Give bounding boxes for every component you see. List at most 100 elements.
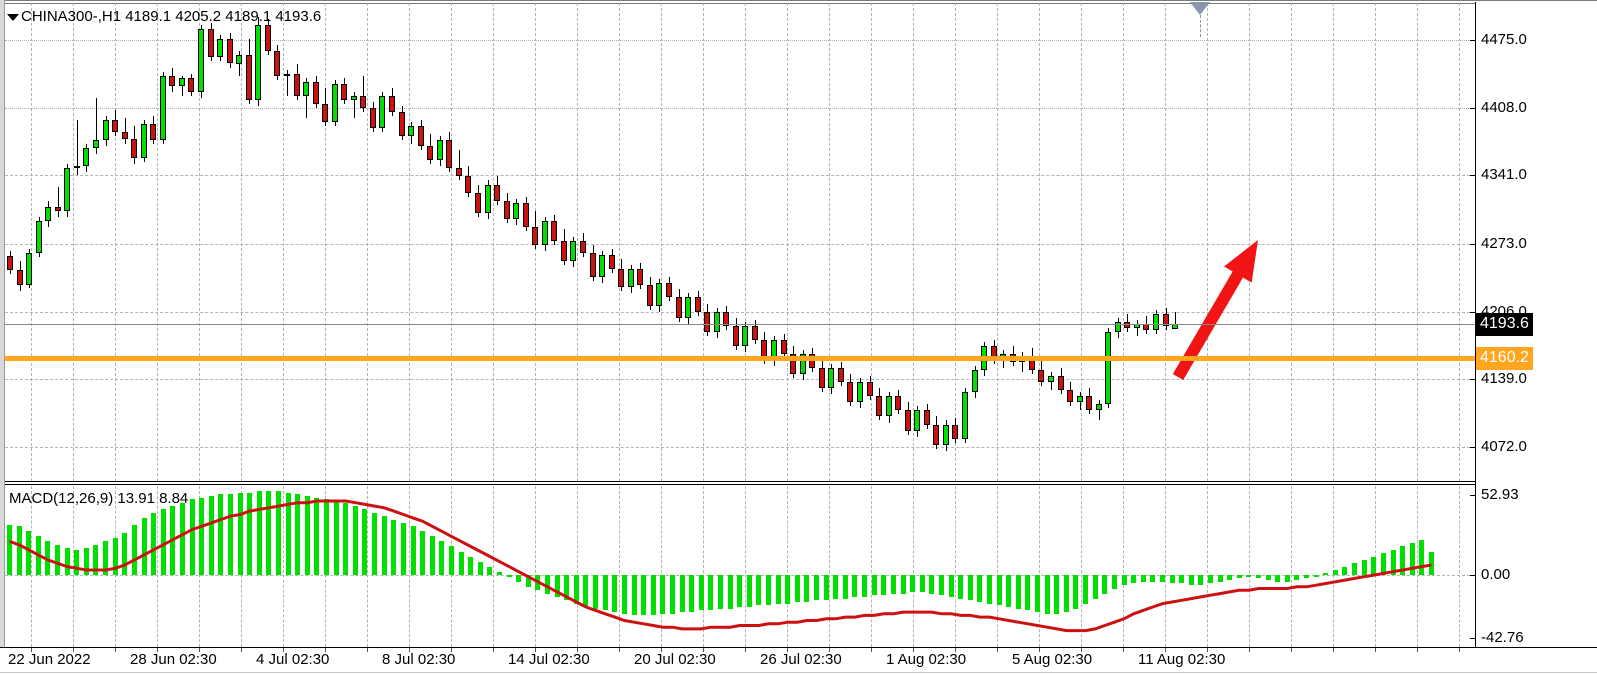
time-axis-tick (199, 648, 200, 652)
macd-histogram-bar (1073, 575, 1078, 609)
macd-histogram-bar (286, 492, 291, 576)
macd-histogram-bar (238, 492, 243, 576)
macd-histogram-bar (737, 575, 742, 607)
macd-histogram-bar (1237, 575, 1242, 579)
candle-body (838, 368, 844, 383)
macd-histogram-bar (478, 561, 483, 576)
candle-body (532, 226, 538, 245)
candle-body (905, 410, 911, 431)
macd-histogram-bar (1189, 575, 1194, 586)
macd-histogram-bar (843, 575, 848, 599)
macd-histogram-bar (632, 575, 637, 616)
candle-body (1105, 331, 1111, 405)
candle-body (246, 55, 252, 100)
macd-histogram-bar (170, 506, 175, 576)
candle-body (695, 297, 701, 312)
macd-histogram-bar (122, 532, 127, 576)
candle-body (1058, 376, 1064, 391)
macd-histogram-bar (516, 575, 521, 582)
macd-indicator-pane[interactable] (5, 486, 1475, 647)
macd-histogram-bar (1400, 546, 1405, 576)
vertical-gridline (157, 3, 158, 481)
macd-histogram-bar (910, 575, 915, 592)
macd-histogram-bar (1314, 575, 1319, 577)
macd-histogram-bar (180, 502, 185, 576)
candle-body (150, 124, 156, 141)
price-axis-line (1475, 2, 1476, 647)
price-gridline (5, 175, 1475, 177)
candle-body (351, 95, 357, 100)
candle-body (676, 297, 682, 318)
vertical-gridline (913, 3, 914, 481)
candle-body (313, 81, 319, 104)
candle-body (819, 368, 825, 389)
price-chart-pane[interactable] (5, 3, 1475, 481)
macd-histogram-bar (218, 494, 223, 576)
macd-histogram-bar (468, 556, 473, 576)
candle-body (122, 132, 128, 140)
vertical-gridline (745, 486, 746, 647)
last-price-badge[interactable]: 4193.6 (1476, 313, 1533, 337)
macd-histogram-bar (603, 575, 608, 611)
last-price-line[interactable] (5, 324, 1475, 326)
candle-body (64, 168, 70, 211)
price-axis-tick (1470, 379, 1476, 381)
candle-body (93, 140, 99, 149)
macd-axis-label: 52.93 (1481, 486, 1519, 503)
candle-body (561, 240, 567, 262)
vertical-gridline (661, 3, 662, 481)
candle-body (208, 29, 214, 58)
candle-body (485, 184, 491, 213)
macd-histogram-bar (785, 575, 790, 604)
time-axis-tick (73, 648, 74, 652)
time-axis-tick (1459, 648, 1460, 652)
price-axis-label: 4341.0 (1481, 166, 1527, 184)
macd-histogram-bar (1352, 563, 1357, 576)
macd-histogram-bar (1170, 575, 1175, 584)
candle-body (867, 382, 873, 397)
triangle-down-icon[interactable] (7, 14, 19, 21)
candle-body (609, 255, 615, 270)
macd-histogram-bar (939, 575, 944, 596)
macd-histogram-bar (353, 506, 358, 576)
candle-body (886, 396, 892, 417)
price-axis-label: 4072.0 (1481, 437, 1527, 455)
macd-histogram-bar (862, 575, 867, 597)
time-axis-tick (619, 648, 620, 652)
vertical-gridline (1039, 3, 1040, 481)
candle-body (188, 77, 194, 92)
vertical-gridline (1249, 3, 1250, 481)
macd-histogram-bar (142, 517, 147, 576)
macd-histogram-bar (891, 575, 896, 594)
candle-wick (363, 75, 364, 112)
vertical-gridline (535, 486, 536, 647)
time-axis-label: 26 Jul 02:30 (760, 651, 842, 668)
vertical-gridline (1249, 486, 1250, 647)
candle-body (570, 240, 576, 262)
support-price-badge[interactable]: 4160.2 (1476, 346, 1533, 370)
macd-histogram-bar (497, 571, 502, 576)
candle-body (952, 424, 958, 439)
macd-histogram-bar (535, 575, 540, 591)
window-left-gutter[interactable] (0, 0, 5, 648)
time-axis-tick (745, 648, 746, 652)
macd-histogram-bar (795, 575, 800, 602)
candle-body (217, 39, 223, 58)
support-level-line[interactable] (5, 355, 1475, 361)
macd-histogram-bar (1391, 549, 1396, 576)
vertical-gridline (115, 3, 116, 481)
macd-legend-label: MACD(12,26,9) 13.91 8.84 (9, 490, 189, 507)
candle-body (828, 368, 834, 389)
vertical-gridline (1123, 3, 1124, 481)
macd-histogram-bar (1131, 575, 1136, 584)
macd-histogram-bar (920, 575, 925, 592)
vertical-gridline (1459, 486, 1460, 647)
vertical-gridline (1039, 486, 1040, 647)
time-axis-tick (493, 648, 494, 652)
candle-body (857, 382, 863, 403)
vertical-gridline (157, 486, 158, 647)
candle-body (437, 140, 443, 161)
macd-histogram-bar (17, 526, 22, 576)
top-triangle-marker[interactable] (1190, 2, 1210, 15)
macd-histogram-bar (1371, 556, 1376, 576)
